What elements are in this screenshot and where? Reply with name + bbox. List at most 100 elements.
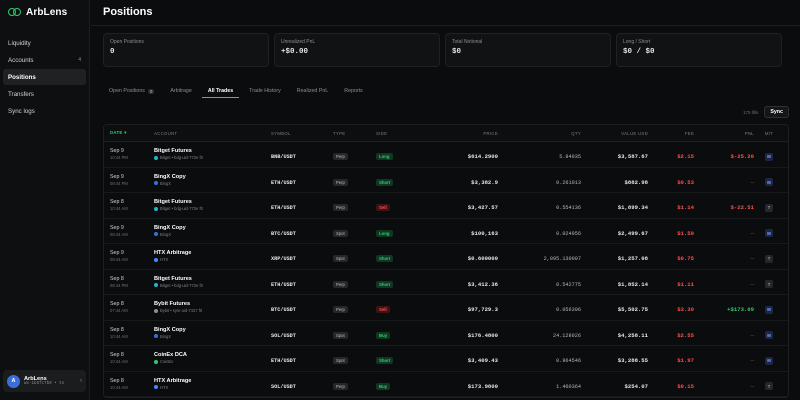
cell-fee: $3.30 — [648, 298, 694, 316]
cell-qty: 0.964546 — [498, 349, 581, 367]
cell-side: Buy — [376, 324, 418, 342]
tab-reports[interactable]: Reports — [338, 84, 369, 98]
column-header-value-usd[interactable]: VALUE USD — [621, 130, 648, 136]
cell-qty: 5.84035 — [498, 145, 581, 163]
table-row[interactable]: Sep 8 08:44 PM Bitget Futures Bitget • bdg-… — [104, 270, 788, 295]
cell-pnl: — — [694, 375, 754, 393]
account-name: HTX Arbitrage — [154, 250, 192, 257]
sidebar-item-label: Transfers — [8, 90, 34, 98]
cell-pnl: — — [694, 247, 754, 265]
sidebar-item-accounts[interactable]: Accounts 4 — [3, 52, 86, 68]
type-badge: Spot — [333, 357, 348, 365]
account-name: CoinEx DCA — [154, 352, 187, 359]
cell-symbol: BNB/USDT — [271, 145, 333, 163]
cell-pnl: — — [694, 222, 754, 240]
brand[interactable]: ArbLens — [8, 7, 67, 18]
symbol: XRP/USDT — [271, 256, 296, 263]
cell-date: Sep 9 08:44 AM — [104, 250, 154, 262]
table-row[interactable]: Sep 9 10:44 PM Bitget Futures Bitget • bdg-… — [104, 142, 788, 168]
tab-trade-history[interactable]: Trade History — [243, 84, 287, 98]
column-header-qty[interactable]: QTY — [571, 130, 581, 136]
exchange-icon — [154, 206, 158, 211]
column-header-type[interactable]: TYPE — [333, 130, 346, 136]
cell-symbol: BTC/USDT — [271, 222, 333, 240]
cell-price: $176.4800 — [418, 324, 498, 342]
value-usd: $882.98 — [624, 178, 649, 186]
cell-fee: $2.55 — [648, 324, 694, 342]
tab-label: Arbitrage — [170, 88, 192, 94]
exchange-icon — [154, 155, 158, 160]
cell-pnl: — — [694, 349, 754, 367]
column-header-side[interactable]: SIDE — [376, 130, 388, 136]
pnl: — — [750, 331, 754, 339]
trade-date: Sep 8 — [110, 352, 124, 359]
column-header-pnl[interactable]: PNL — [744, 130, 754, 136]
maker-taker-badge: M — [765, 152, 773, 161]
cell-mt: T — [754, 375, 784, 393]
sidebar-item-transfers[interactable]: Transfers — [3, 86, 86, 102]
cell-value: $3,288.55 — [581, 349, 648, 367]
maker-taker-badge: M — [765, 331, 773, 340]
side-badge: Buy — [376, 331, 391, 339]
qty: 0.542775 — [556, 281, 581, 288]
fee: $1.97 — [677, 357, 694, 365]
cell-account: BingX Copy BingX — [154, 174, 271, 186]
cell-account: CoinEx DCA CoinEx — [154, 352, 271, 364]
cell-mt: T — [754, 196, 784, 214]
column-header-date[interactable]: DATE ▾ — [110, 130, 127, 135]
tab-label: Reports — [344, 88, 363, 94]
type-badge: Perp — [333, 306, 348, 314]
tab-all-trades[interactable]: All Trades — [201, 84, 240, 98]
table-row[interactable]: Sep 9 08:44 AM HTX Arbitrage HTX XRP/USDT Spo… — [104, 244, 788, 270]
table-row[interactable]: Sep 8 10:44 AM BingX Copy BingX SOL/USDT Spot… — [104, 321, 788, 346]
cell-price: $173.9800 — [418, 375, 498, 393]
side-badge: Short — [376, 280, 394, 288]
column-header-account[interactable]: ACCOUNT — [154, 130, 178, 136]
column-header-price[interactable]: PRICE — [483, 130, 498, 136]
tab-arbitrage[interactable]: Arbitrage — [164, 84, 198, 98]
account-sub: Bitget • bdg-uid-772e f0 — [160, 206, 203, 212]
stat-label: Long / Short — [623, 39, 651, 45]
table-row[interactable]: Sep 9 08:44 AM BingX Copy BingX BTC/USDT Spot… — [104, 219, 788, 244]
cell-side: Long — [376, 222, 418, 240]
table-row[interactable]: Sep 8 10:44 AM HTX Arbitrage HTX SOL/USDT Per… — [104, 372, 788, 397]
stat-card-total-notional: Total Notional $0 — [445, 33, 611, 67]
sidebar-item-liquidity[interactable]: Liquidity — [3, 35, 86, 51]
cell-symbol: SOL/USDT — [271, 375, 333, 393]
sidebar: ArbLens Liquidity Accounts 4 Positions Tr… — [0, 0, 90, 400]
account-name: BingX Copy — [154, 224, 186, 231]
tab-label: All Trades — [207, 87, 234, 94]
table-row[interactable]: Sep 8 07:44 AM Bybit Futures Bybit • sym-ui… — [104, 295, 788, 321]
table-row[interactable]: Sep 8 10:44 AM Bitget Futures Bitget • bdg-… — [104, 193, 788, 219]
sync-button[interactable]: Sync — [764, 106, 789, 118]
qty: 0.056306 — [556, 307, 581, 314]
cell-value: $882.98 — [581, 171, 649, 189]
account-sub: HTX — [160, 257, 169, 263]
column-header-symbol[interactable]: SYMBOL — [271, 130, 291, 136]
value-usd: $3,288.55 — [617, 357, 648, 365]
sidebar-item-positions[interactable]: Positions — [3, 69, 86, 85]
symbol: ETH/USDT — [271, 179, 296, 186]
maker-taker-badge: M — [765, 305, 773, 314]
symbol: ETH/USDT — [271, 205, 296, 212]
cell-qty: 0.024956 — [498, 222, 581, 240]
column-header-mt[interactable]: M/T — [764, 130, 774, 136]
chevron-right-icon: › — [80, 378, 82, 384]
trade-date: Sep 8 — [110, 275, 124, 282]
user-menu[interactable]: A ArbLens wx-1b5fc7b9 • ts › — [3, 370, 86, 392]
cell-value: $254.07 — [581, 375, 649, 393]
table-row[interactable]: Sep 8 10:44 AM CoinEx DCA CoinEx ETH/USDT Spo… — [104, 346, 788, 372]
table-row[interactable]: Sep 9 08:44 PM BingX Copy BingX ETH/USDT Perp… — [104, 168, 788, 193]
cell-date: Sep 9 10:44 PM — [104, 148, 154, 160]
cell-qty: 0.542775 — [498, 273, 581, 291]
side-badge: Buy — [376, 382, 391, 390]
cell-value: $3,587.67 — [581, 145, 648, 163]
sidebar-item-sync-logs[interactable]: Sync logs — [3, 103, 86, 119]
type-badge: Spot — [333, 331, 348, 339]
cell-type: Perp — [333, 273, 376, 291]
cell-fee: $1.97 — [648, 349, 694, 367]
tab-realized-pnl[interactable]: Realized PnL — [291, 84, 335, 98]
tab-open-positions[interactable]: Open Positions 0 — [103, 84, 160, 98]
column-header-fee[interactable]: FEE — [684, 130, 694, 136]
side-badge: Long — [376, 229, 393, 237]
